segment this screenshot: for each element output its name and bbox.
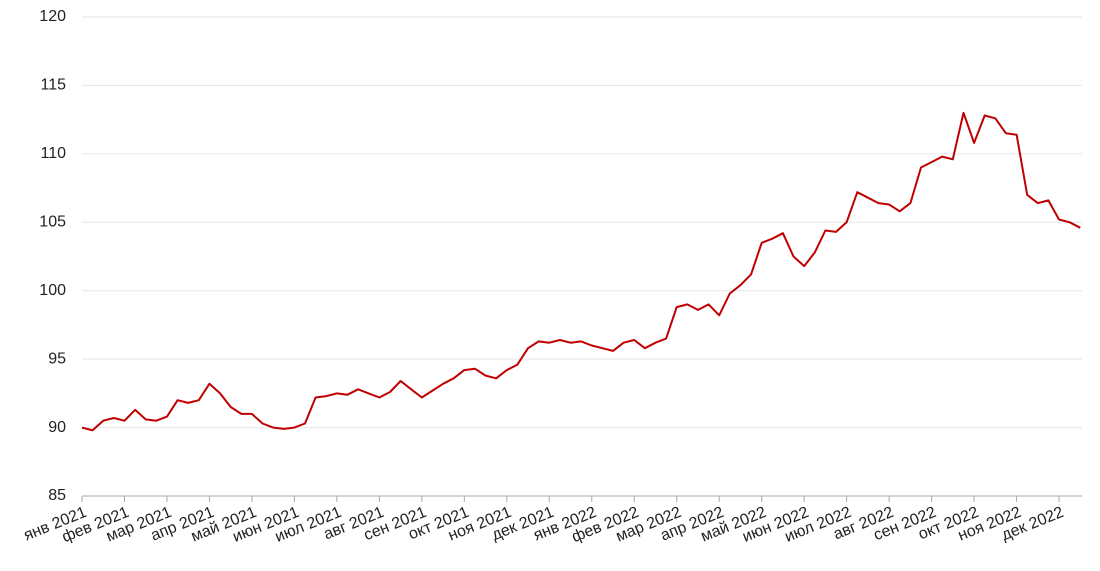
y-tick-label: 90 xyxy=(48,419,66,436)
line xyxy=(81,111,1081,432)
y-tick-label: 105 xyxy=(39,214,66,231)
y-tick-label: 110 xyxy=(40,145,66,162)
y-tick-label: 120 xyxy=(39,8,66,25)
y-tick-label: 95 xyxy=(48,350,66,367)
y-tick-label: 115 xyxy=(40,77,66,94)
y-tick-label: 85 xyxy=(48,487,66,504)
y-tick-label: 100 xyxy=(39,282,66,299)
